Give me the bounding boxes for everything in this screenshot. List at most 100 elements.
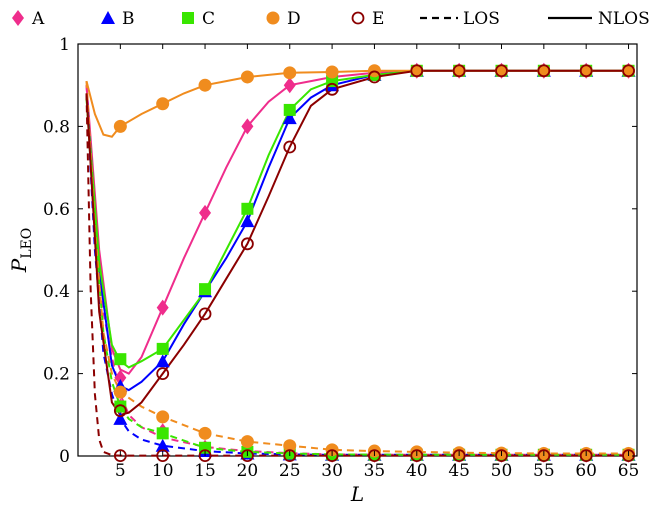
series-b-nlos-point xyxy=(155,354,170,368)
series-lines xyxy=(85,69,629,457)
series-e-los-point xyxy=(368,449,381,462)
legend-c-marker xyxy=(182,12,194,24)
series-c-nlos-point xyxy=(156,342,169,355)
x-tick-label: 60 xyxy=(575,461,597,481)
series-b-los-point xyxy=(155,438,170,452)
series-d-los-line xyxy=(85,81,629,455)
series-e-nlos-point xyxy=(325,82,339,96)
x-tick-label: 35 xyxy=(364,461,386,481)
legend-a-marker xyxy=(12,10,24,26)
legend: A B C D E LOS NLOS xyxy=(12,9,650,29)
y-tick-label: 0.2 xyxy=(43,365,70,385)
legend-b-marker xyxy=(101,11,115,24)
series-e-los-point xyxy=(113,449,127,462)
series-e-nlos-point xyxy=(537,64,551,78)
series-d-nlos-point xyxy=(452,64,466,78)
series-e-los-point xyxy=(198,449,212,462)
series-markers xyxy=(113,62,636,463)
series-c-los-point xyxy=(156,427,169,440)
y-axis-label: PLEO xyxy=(7,228,35,273)
series-a-nlos-point xyxy=(114,369,127,386)
x-axis-label: L xyxy=(350,482,364,506)
series-e-nlos-line xyxy=(85,69,629,416)
x-tick-label: 50 xyxy=(491,461,513,481)
x-tick-label: 15 xyxy=(194,461,216,481)
series-d-los-point xyxy=(113,385,127,399)
series-e-nlos-point xyxy=(283,140,297,154)
series-c-nlos-line xyxy=(85,69,629,369)
y-axis-label-main: P xyxy=(7,258,31,273)
series-d-nlos-point xyxy=(622,64,636,78)
x-tick-label: 20 xyxy=(237,461,259,481)
series-a-nlos-point xyxy=(241,118,254,135)
series-d-los-point xyxy=(198,426,212,440)
series-d-nlos-point xyxy=(113,119,127,133)
legend-c-label: C xyxy=(202,9,215,29)
series-d-nlos-point xyxy=(410,64,424,78)
series-e-los-line xyxy=(85,93,629,457)
series-a-nlos-line xyxy=(85,69,629,375)
legend-d-label: D xyxy=(287,9,301,29)
x-tick-label: 45 xyxy=(448,461,470,481)
y-tick-label: 0.4 xyxy=(43,282,70,302)
series-d-nlos-point xyxy=(198,78,212,92)
series-a-nlos-point xyxy=(283,77,296,94)
series-e-nlos-point xyxy=(452,64,466,78)
series-e-los-point xyxy=(579,449,593,462)
legend-nlos-label: NLOS xyxy=(598,9,650,29)
series-e-los-point xyxy=(325,449,339,462)
series-d-nlos-point xyxy=(240,70,254,84)
series-d-nlos-point xyxy=(579,64,593,78)
series-d-los-point xyxy=(283,439,297,453)
series-e-los-point xyxy=(495,449,508,462)
series-c-los-line xyxy=(85,97,629,456)
series-e-nlos-point xyxy=(495,64,508,78)
legend-e-label: E xyxy=(372,9,384,29)
series-c-nlos-point xyxy=(283,103,296,116)
series-b-nlos-point xyxy=(240,214,255,228)
legend-d-marker xyxy=(266,11,280,25)
y-axis-ticks: 0 0.2 0.4 0.6 0.8 1 xyxy=(43,35,637,467)
x-tick-label: 5 xyxy=(115,461,126,481)
x-tick-label: 65 xyxy=(618,461,640,481)
series-b-los-line xyxy=(85,93,629,456)
y-axis-label-subscript: LEO xyxy=(19,228,35,259)
series-e-los-point xyxy=(410,449,424,462)
series-a-nlos-point xyxy=(199,204,212,221)
series-e-nlos-point xyxy=(240,237,254,251)
series-e-nlos-point xyxy=(410,64,424,78)
x-tick-label: 10 xyxy=(152,461,174,481)
series-e-los-point xyxy=(452,449,466,462)
series-d-nlos-point xyxy=(325,65,339,79)
series-d-nlos-point xyxy=(156,97,170,111)
series-d-los-point xyxy=(240,435,254,449)
y-tick-label: 0.6 xyxy=(43,200,70,220)
y-tick-label: 1 xyxy=(59,35,70,55)
series-e-nlos-point xyxy=(579,64,593,78)
x-tick-label: 55 xyxy=(533,461,555,481)
series-c-los-point xyxy=(114,400,127,413)
series-d-nlos-point xyxy=(494,64,508,78)
series-e-los-point xyxy=(156,449,170,462)
x-tick-label: 30 xyxy=(321,461,343,481)
legend-a-label: A xyxy=(31,9,45,29)
x-tick-label: 25 xyxy=(279,461,301,481)
y-tick-label: 0 xyxy=(59,447,70,467)
series-e-nlos-point xyxy=(198,307,212,321)
series-d-los-point xyxy=(156,410,170,424)
legend-e-marker xyxy=(351,11,365,25)
series-e-los-point xyxy=(283,449,297,462)
series-c-nlos-point xyxy=(114,353,127,366)
series-d-nlos-point xyxy=(283,66,297,80)
series-e-nlos-point xyxy=(622,64,635,78)
legend-los-label: LOS xyxy=(463,9,500,29)
series-e-nlos-point xyxy=(368,70,381,84)
series-b-nlos-point xyxy=(282,111,297,125)
x-tick-label: 40 xyxy=(406,461,428,481)
series-c-nlos-point xyxy=(241,202,254,215)
y-tick-label: 0.8 xyxy=(43,117,70,137)
legend-b-label: B xyxy=(122,9,135,29)
series-d-nlos-point xyxy=(537,64,551,78)
plot-area xyxy=(77,43,638,463)
